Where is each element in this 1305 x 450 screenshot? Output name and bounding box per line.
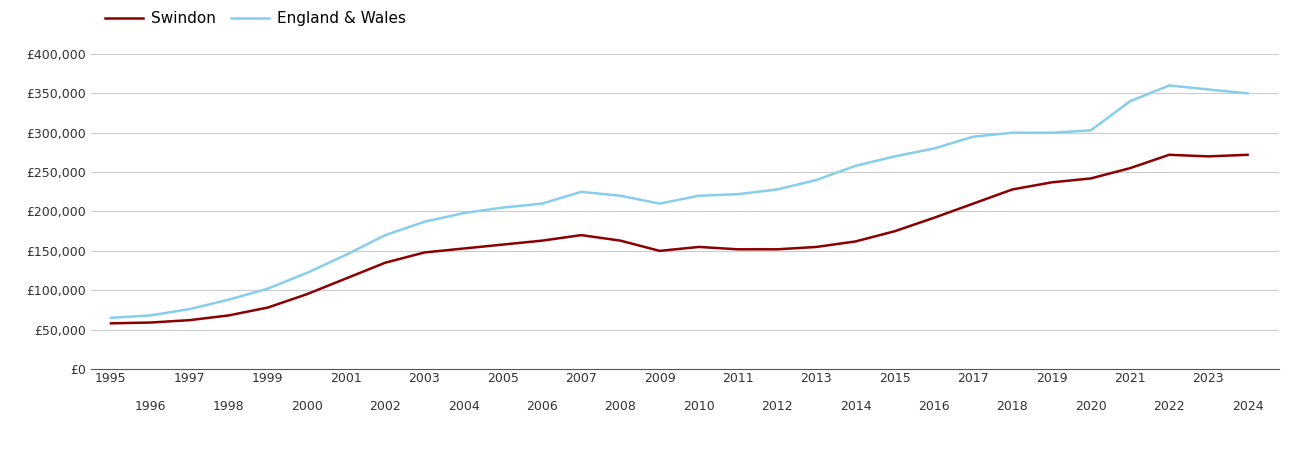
Swindon [1044, 180, 1060, 185]
England & Wales [966, 134, 981, 140]
England & Wales [612, 193, 628, 198]
Line: Swindon: Swindon [111, 155, 1248, 323]
England & Wales [1083, 128, 1099, 133]
England & Wales [692, 193, 707, 198]
England & Wales [573, 189, 589, 194]
Text: 2000: 2000 [291, 400, 322, 413]
Text: 2012: 2012 [761, 400, 793, 413]
Swindon [731, 247, 746, 252]
England & Wales [1122, 99, 1138, 104]
Swindon [692, 244, 707, 250]
Text: 2022: 2022 [1154, 400, 1185, 413]
Text: 2002: 2002 [369, 400, 401, 413]
Swindon [103, 320, 119, 326]
Text: 2006: 2006 [526, 400, 559, 413]
England & Wales [927, 146, 942, 151]
Swindon [495, 242, 510, 247]
England & Wales [181, 306, 197, 312]
England & Wales [103, 315, 119, 320]
Swindon [377, 260, 393, 265]
England & Wales [142, 313, 158, 318]
Text: 2020: 2020 [1075, 400, 1107, 413]
Swindon [260, 305, 275, 310]
Text: 2024: 2024 [1232, 400, 1263, 413]
Swindon [1122, 166, 1138, 171]
Text: 1998: 1998 [213, 400, 244, 413]
England & Wales [455, 210, 471, 216]
Swindon [142, 320, 158, 325]
Text: 2018: 2018 [997, 400, 1028, 413]
England & Wales [377, 232, 393, 238]
Text: 2010: 2010 [683, 400, 715, 413]
Swindon [416, 250, 432, 255]
Swindon [221, 313, 236, 318]
Swindon [651, 248, 667, 253]
England & Wales [770, 187, 786, 192]
Swindon [927, 215, 942, 220]
Swindon [1161, 152, 1177, 158]
England & Wales [495, 205, 510, 210]
England & Wales [221, 297, 236, 302]
Swindon [770, 247, 786, 252]
England & Wales [299, 270, 315, 275]
England & Wales [1161, 83, 1177, 88]
England & Wales [731, 191, 746, 197]
Swindon [612, 238, 628, 243]
Text: 2008: 2008 [604, 400, 637, 413]
England & Wales [809, 177, 825, 183]
Swindon [181, 317, 197, 323]
England & Wales [416, 219, 432, 225]
Swindon [573, 232, 589, 238]
England & Wales [1240, 90, 1255, 96]
England & Wales [534, 201, 549, 206]
Swindon [1201, 153, 1216, 159]
Text: 2014: 2014 [840, 400, 872, 413]
Swindon [1005, 187, 1021, 192]
Swindon [1083, 176, 1099, 181]
Swindon [887, 229, 903, 234]
England & Wales [1005, 130, 1021, 135]
England & Wales [887, 153, 903, 159]
Legend: Swindon, England & Wales: Swindon, England & Wales [99, 5, 412, 32]
Swindon [1240, 152, 1255, 158]
Line: England & Wales: England & Wales [111, 86, 1248, 318]
Swindon [455, 246, 471, 251]
England & Wales [338, 252, 354, 257]
Swindon [338, 276, 354, 281]
Text: 2016: 2016 [919, 400, 950, 413]
England & Wales [1044, 130, 1060, 135]
Swindon [534, 238, 549, 243]
Swindon [809, 244, 825, 250]
England & Wales [260, 286, 275, 292]
Text: 1996: 1996 [134, 400, 166, 413]
Swindon [966, 201, 981, 206]
Swindon [848, 238, 864, 244]
England & Wales [848, 163, 864, 168]
Swindon [299, 292, 315, 297]
Text: 2004: 2004 [448, 400, 479, 413]
England & Wales [1201, 87, 1216, 92]
England & Wales [651, 201, 667, 206]
